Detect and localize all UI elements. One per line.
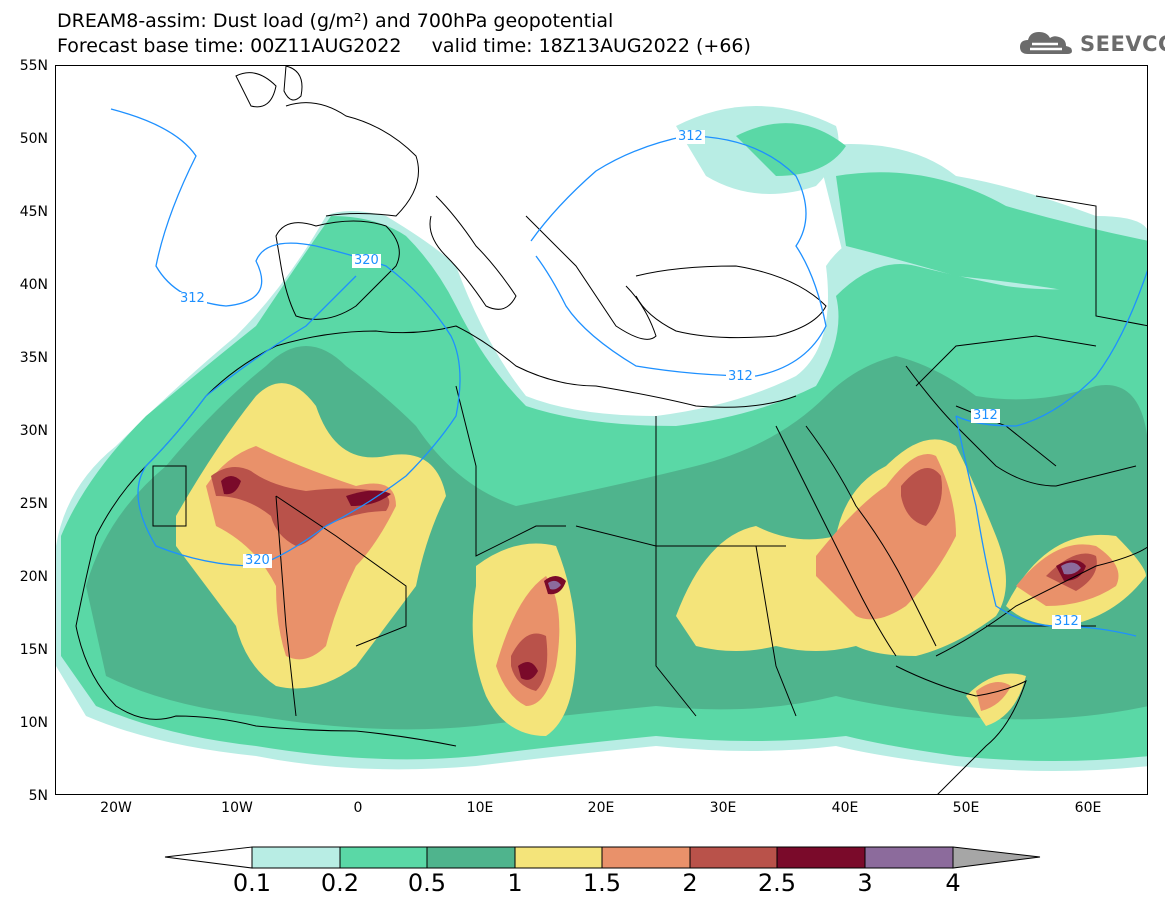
lat-label: 10N: [19, 715, 48, 731]
colorbar-segment: [514, 846, 603, 869]
colorbar-label: 2.5: [757, 869, 797, 897]
colorbar-segment: [426, 846, 516, 869]
colorbar-label: 2: [682, 869, 698, 897]
lon-label: 20E: [587, 800, 615, 816]
lon-label: 10E: [466, 800, 494, 816]
lon-label: 30E: [709, 800, 737, 816]
colorbar-label: 3: [857, 869, 873, 897]
contour-label: 312: [726, 369, 755, 384]
colorbar-label: 0.2: [320, 869, 360, 897]
lat-label: 20N: [19, 569, 48, 585]
lat-label: 35N: [19, 350, 48, 366]
lat-label: 25N: [19, 496, 48, 512]
colorbar-segment: [776, 846, 866, 869]
colorbar-label: 1.5: [582, 869, 622, 897]
lon-label: 40E: [831, 800, 859, 816]
colorbar-label: 0.5: [407, 869, 447, 897]
colorbar-segment: [339, 846, 428, 869]
lat-label: 50N: [19, 131, 48, 147]
colorbar-segment: [601, 846, 691, 869]
colorbar-high-arrow: [952, 846, 1041, 869]
colorbar-segment: [689, 846, 778, 869]
lon-label: 60E: [1074, 800, 1102, 816]
contour-label: 312: [971, 408, 1000, 423]
contour-label: 320: [243, 553, 272, 568]
contour-label: 312: [676, 129, 705, 144]
lat-label: 5N: [28, 788, 48, 804]
colorbar-label: 0.1: [232, 869, 272, 897]
seevccc-logo: SEEVCCC: [1018, 24, 1165, 64]
contour-label: 312: [1052, 614, 1081, 629]
cloud-logo-icon: [1020, 32, 1072, 54]
lat-label: 30N: [19, 423, 48, 439]
lon-label: 50E: [952, 800, 980, 816]
colorbar-label: 4: [945, 869, 961, 897]
dust-map: [56, 66, 1147, 794]
lon-label: 10W: [221, 800, 253, 816]
lat-label: 15N: [19, 642, 48, 658]
colorbar-label: 1: [507, 869, 523, 897]
colorbar-low-arrow: [164, 846, 253, 869]
colorbar-segment: [251, 846, 341, 869]
map-subtitle: Forecast base time: 00Z11AUG2022 valid t…: [57, 35, 751, 57]
map-title: DREAM8-assim: Dust load (g/m²) and 700hP…: [57, 10, 614, 32]
logo-text: SEEVCCC: [1080, 32, 1165, 56]
lat-label: 45N: [19, 204, 48, 220]
contour-label: 312: [178, 291, 207, 306]
lat-label: 40N: [19, 277, 48, 293]
colorbar-segment: [864, 846, 954, 869]
lat-label: 55N: [19, 58, 48, 74]
contour-label: 320: [352, 253, 381, 268]
lon-label: 20W: [100, 800, 132, 816]
map-panel: 312 320 312 312 312 320 312: [55, 65, 1148, 795]
lon-label: 0: [353, 800, 363, 816]
